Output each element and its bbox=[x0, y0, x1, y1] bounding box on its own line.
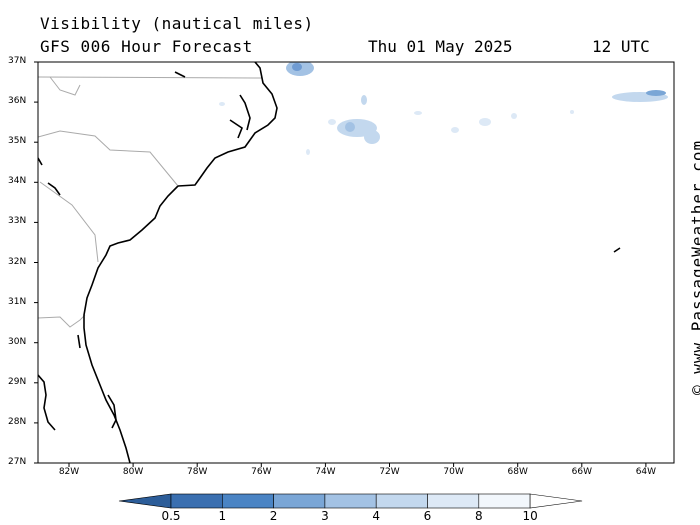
lat-label: 33N bbox=[8, 216, 27, 227]
lon-label: 66W bbox=[571, 467, 592, 477]
colorbar-arrow-high bbox=[529, 493, 583, 509]
forecast-subtitle: GFS 006 Hour Forecast bbox=[40, 37, 253, 56]
map-title: Visibility (nautical miles) bbox=[40, 14, 314, 33]
colorbar-label: 4 bbox=[372, 509, 381, 523]
colorbar-segment bbox=[427, 493, 480, 509]
lon-label: 68W bbox=[507, 467, 528, 477]
colorbar-segment bbox=[170, 493, 223, 509]
colorbar-label: 6 bbox=[423, 509, 432, 523]
axis-ticks bbox=[34, 61, 647, 467]
lat-label: 31N bbox=[8, 296, 27, 307]
lat-label: 37N bbox=[8, 56, 27, 66]
colorbar-segment bbox=[478, 493, 531, 509]
lat-label: 34N bbox=[8, 176, 27, 187]
colorbar-label: 2 bbox=[269, 509, 278, 523]
state-borders bbox=[38, 76, 263, 328]
lon-label: 80W bbox=[122, 467, 144, 477]
lon-label: 82W bbox=[58, 467, 80, 477]
lat-label: 30N bbox=[8, 336, 27, 347]
colorbar-label: 1 bbox=[218, 509, 227, 523]
forecast-date: Thu 01 May 2025 bbox=[368, 37, 513, 56]
lon-label: 78W bbox=[187, 467, 208, 477]
lon-label: 70W bbox=[443, 467, 464, 477]
watermark: © www.PassageWeather.com bbox=[688, 139, 700, 395]
colorbar-label: 8 bbox=[474, 509, 483, 523]
lon-label: 72W bbox=[379, 467, 400, 477]
lat-label: 36N bbox=[8, 96, 27, 107]
colorbar-segment bbox=[375, 493, 428, 509]
colorbar-label: 3 bbox=[321, 509, 329, 523]
colorbar-segment bbox=[222, 493, 274, 509]
lat-label: 28N bbox=[8, 416, 27, 427]
lon-label: 76W bbox=[251, 467, 272, 477]
forecast-time: 12 UTC bbox=[592, 37, 650, 56]
colorbar-arrow-low bbox=[118, 493, 172, 509]
lat-label: 35N bbox=[8, 136, 27, 147]
lat-label: 29N bbox=[8, 376, 27, 387]
colorbar-segment bbox=[324, 493, 377, 509]
lon-label: 64W bbox=[635, 467, 657, 477]
coastline bbox=[38, 62, 621, 463]
colorbar-label: 10 bbox=[522, 509, 538, 523]
colorbar-segment bbox=[273, 493, 326, 509]
colorbar-label: 0.5 bbox=[161, 509, 181, 523]
lon-label: 74W bbox=[315, 467, 336, 477]
visibility-shading bbox=[219, 62, 668, 155]
colorbar bbox=[118, 493, 583, 509]
lat-label: 32N bbox=[8, 256, 27, 267]
lat-label: 27N bbox=[8, 457, 27, 467]
